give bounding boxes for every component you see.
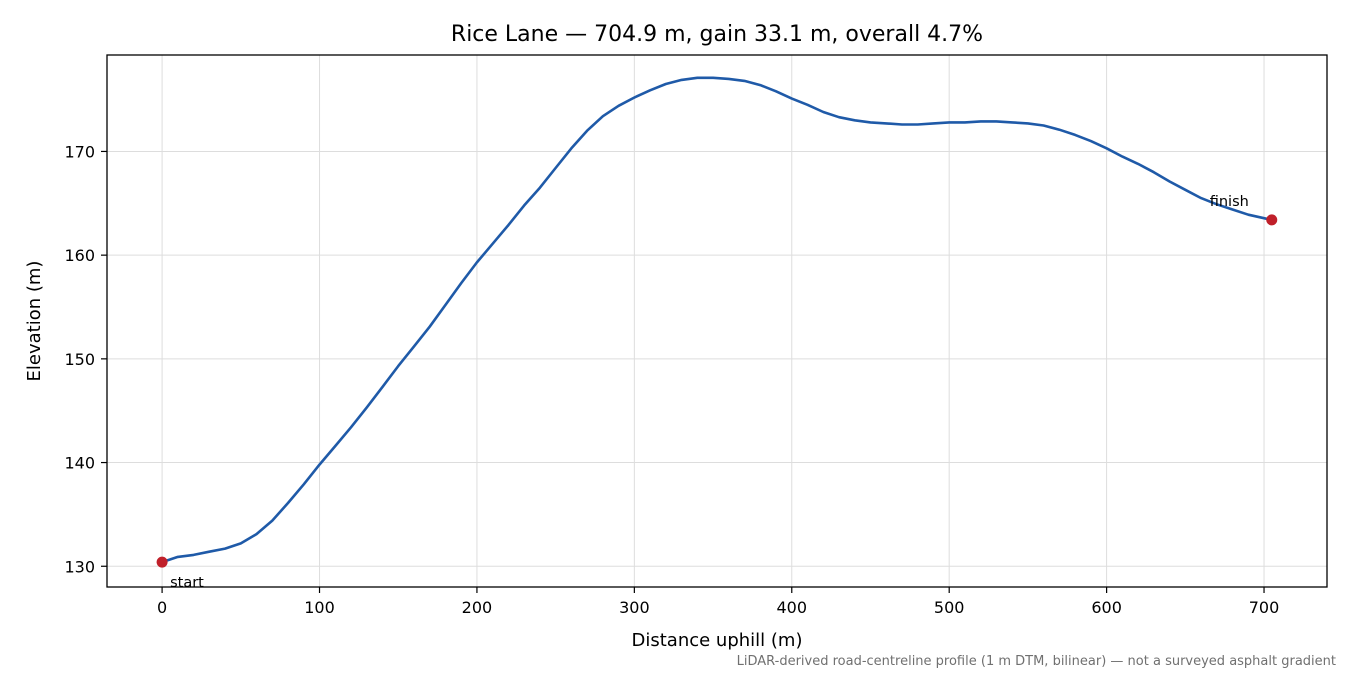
x-tick-label: 700 (1249, 598, 1280, 617)
elevation-line (160, 76, 1273, 564)
y-tick-label: 130 (64, 557, 95, 576)
grid (107, 55, 1327, 587)
x-tick-label: 400 (777, 598, 808, 617)
y-tick-label: 160 (64, 246, 95, 265)
marker-finish (1266, 214, 1278, 226)
y-axis-label: Elevation (m) (24, 261, 45, 382)
x-tick-label: 200 (462, 598, 493, 617)
marker-label-finish: finish (1210, 194, 1249, 210)
chart-title: Rice Lane — 704.9 m, gain 33.1 m, overal… (451, 22, 983, 47)
marker-start (156, 556, 168, 568)
y-tick-label: 140 (64, 454, 95, 473)
y-tick-label: 170 (64, 142, 95, 161)
x-tick-label: 300 (619, 598, 650, 617)
endpoint-markers: start finish (156, 194, 1278, 591)
axis-ticks: 0 100 200 300 400 500 600 700 130 140 150 160 170 (64, 142, 1279, 617)
series-lines (160, 76, 1273, 564)
x-tick-label: 100 (304, 598, 335, 617)
x-tick-label: 500 (934, 598, 965, 617)
x-axis-label: Distance uphill (m) (632, 630, 803, 651)
x-tick-label: 600 (1091, 598, 1122, 617)
y-tick-label: 150 (64, 350, 95, 369)
x-tick-label: 0 (157, 598, 167, 617)
footnote: LiDAR-derived road-centreline profile (1… (737, 654, 1336, 669)
marker-label-start: start (170, 575, 204, 591)
plot-frame (106, 54, 1328, 588)
